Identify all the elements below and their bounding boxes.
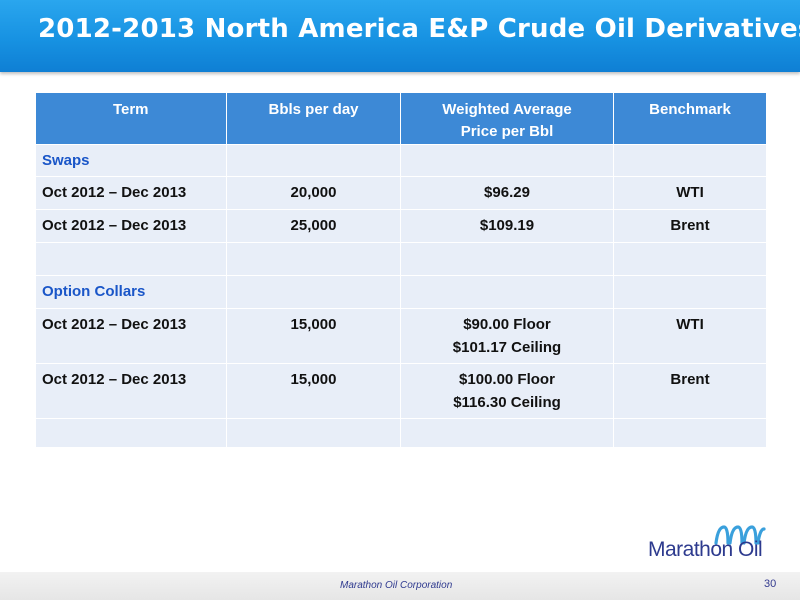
footer-company: Marathon Oil Corporation	[340, 580, 453, 591]
page-title: 2012-2013 North America E&P Crude Oil De…	[38, 14, 800, 44]
ceiling-price: $116.30 Ceiling	[453, 393, 561, 411]
benchmark-cell: Brent	[613, 362, 767, 419]
empty-cell	[35, 241, 227, 276]
price-cell: $90.00 Floor $101.17 Ceiling	[400, 307, 614, 364]
table-row: Oct 2012 – Dec 2013 15,000 $90.00 Floor …	[35, 307, 767, 364]
term-cell: Oct 2012 – Dec 2013	[35, 208, 227, 243]
derivatives-table: Term Bbls per day Weighted Average Price…	[35, 93, 767, 448]
floor-price: $90.00 Floor	[463, 315, 551, 333]
term-cell: Oct 2012 – Dec 2013	[35, 307, 227, 364]
page-number: 30	[764, 578, 777, 590]
title-bar: 2012-2013 North America E&P Crude Oil De…	[0, 0, 800, 72]
benchmark-cell: WTI	[613, 175, 767, 210]
header-term: Term	[35, 93, 227, 144]
empty-cell	[35, 417, 227, 448]
empty-row	[35, 417, 767, 448]
header-price-line2: Price per Bbl	[460, 123, 554, 140]
price-cell: $100.00 Floor $116.30 Ceiling	[400, 362, 614, 419]
section-label: Option Collars	[35, 274, 227, 309]
bbls-cell: 15,000	[226, 362, 401, 419]
empty-cell	[613, 274, 767, 309]
price-cell: $96.29	[400, 175, 614, 210]
company-logo-text: Marathon Oil	[648, 538, 763, 561]
empty-cell	[226, 417, 401, 448]
footer-band	[0, 572, 800, 600]
empty-row	[35, 241, 767, 276]
term-cell: Oct 2012 – Dec 2013	[35, 362, 227, 419]
floor-price: $100.00 Floor	[459, 370, 555, 388]
empty-cell	[226, 241, 401, 276]
empty-cell	[400, 143, 614, 177]
benchmark-cell: Brent	[613, 208, 767, 243]
bbls-cell: 15,000	[226, 307, 401, 364]
bbls-cell: 20,000	[226, 175, 401, 210]
empty-cell	[226, 274, 401, 309]
marathon-wave-icon	[714, 525, 766, 545]
table-row: Oct 2012 – Dec 2013 20,000 $96.29 WTI	[35, 175, 767, 210]
header-bbls: Bbls per day	[226, 93, 401, 144]
table-row: Oct 2012 – Dec 2013 15,000 $100.00 Floor…	[35, 362, 767, 419]
empty-cell	[226, 143, 401, 177]
empty-cell	[613, 143, 767, 177]
term-cell: Oct 2012 – Dec 2013	[35, 175, 227, 210]
bbls-cell: 25,000	[226, 208, 401, 243]
section-row-collars: Option Collars	[35, 274, 767, 309]
price-cell: $109.19	[400, 208, 614, 243]
ceiling-price: $101.17 Ceiling	[452, 338, 562, 356]
empty-cell	[400, 417, 614, 448]
section-label: Swaps	[35, 143, 227, 177]
header-price: Weighted Average Price per Bbl	[400, 93, 614, 144]
table-header-row: Term Bbls per day Weighted Average Price…	[35, 93, 767, 144]
empty-cell	[400, 274, 614, 309]
benchmark-cell: WTI	[613, 307, 767, 364]
section-row-swaps: Swaps	[35, 143, 767, 177]
header-price-line1: Weighted Average	[442, 101, 572, 118]
empty-cell	[613, 417, 767, 448]
table-row: Oct 2012 – Dec 2013 25,000 $109.19 Brent	[35, 208, 767, 243]
empty-cell	[613, 241, 767, 276]
empty-cell	[400, 241, 614, 276]
header-benchmark: Benchmark	[613, 93, 767, 144]
